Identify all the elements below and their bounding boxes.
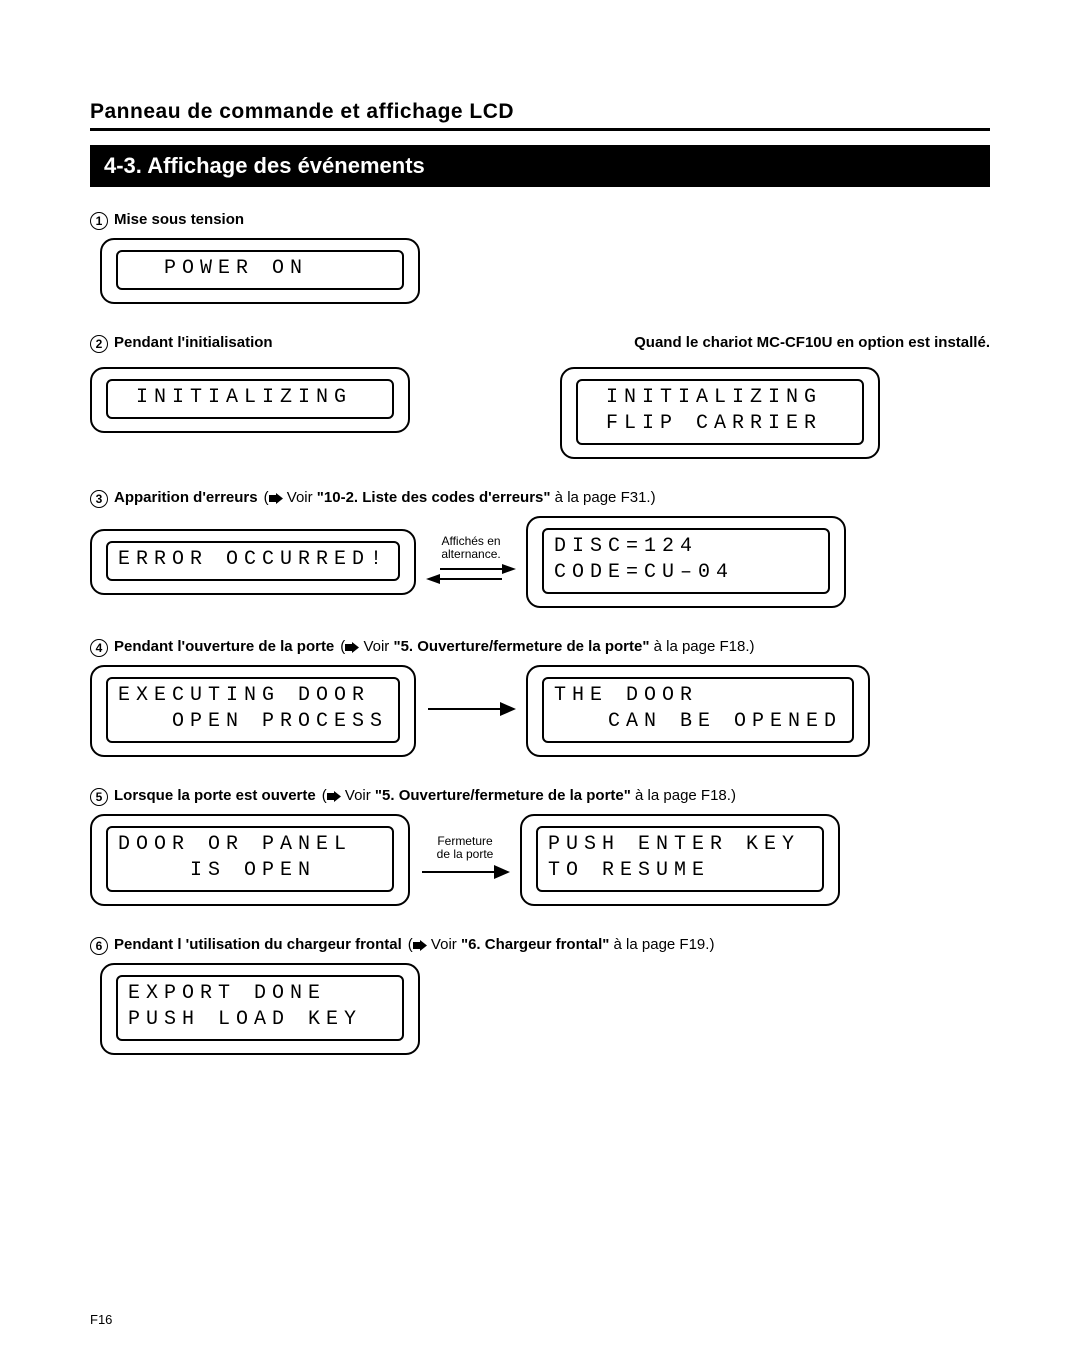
arrow-right-icon bbox=[420, 862, 510, 882]
arrow-right-icon bbox=[426, 699, 516, 719]
item-reference: ( Voir "5. Ouverture/fermeture de la por… bbox=[322, 787, 736, 804]
item-label: Pendant l'initialisation bbox=[114, 334, 273, 351]
event-item: 1 Mise sous tension POWER ON bbox=[90, 211, 990, 304]
event-item: 5 Lorsque la porte est ouverte ( Voir "5.… bbox=[90, 787, 990, 906]
lcd-text: INITIALIZING FLIP CARRIER bbox=[576, 379, 864, 445]
item-number: 3 bbox=[90, 490, 108, 508]
item-header: 3 Apparition d'erreurs ( Voir "10-2. List… bbox=[90, 489, 990, 508]
lcd-display: POWER ON bbox=[100, 238, 420, 304]
event-item: 2 Pendant l'initialisation Quand le chario… bbox=[90, 334, 990, 459]
lcd-display: INITIALIZING bbox=[90, 367, 410, 433]
lcd-display: EXECUTING DOOR OPEN PROCESS bbox=[90, 665, 416, 757]
item-label: Pendant l 'utilisation du chargeur front… bbox=[114, 936, 402, 953]
item-reference: ( Voir "10-2. Liste des codes d'erreurs"… bbox=[264, 489, 656, 506]
item-reference: ( Voir "5. Ouverture/fermeture de la por… bbox=[340, 638, 754, 655]
divider bbox=[90, 128, 990, 131]
lcd-text: INITIALIZING bbox=[106, 379, 394, 419]
arrow-caption: Fermeture de la porte bbox=[437, 835, 494, 861]
arrow-bidirectional-icon bbox=[426, 562, 516, 586]
event-item: 4 Pendant l'ouverture de la porte ( Voir … bbox=[90, 638, 990, 757]
lcd-display: ERROR OCCURRED! bbox=[90, 529, 416, 595]
arrow-connector: Fermeture de la porte bbox=[420, 835, 510, 885]
lcd-text: POWER ON bbox=[116, 250, 404, 290]
item-label: Lorsque la porte est ouverte bbox=[114, 787, 316, 804]
lcd-display: PUSH ENTER KEY TO RESUME bbox=[520, 814, 840, 906]
lcd-text: EXECUTING DOOR OPEN PROCESS bbox=[106, 677, 400, 743]
arrow-right-icon bbox=[269, 493, 283, 504]
item-header: 1 Mise sous tension bbox=[90, 211, 990, 230]
arrow-right-icon bbox=[327, 791, 341, 802]
lcd-text: PUSH ENTER KEY TO RESUME bbox=[536, 826, 824, 892]
lcd-display: DOOR OR PANEL IS OPEN bbox=[90, 814, 410, 906]
item-number: 1 bbox=[90, 212, 108, 230]
arrow-connector bbox=[426, 699, 516, 722]
item-header: 4 Pendant l'ouverture de la porte ( Voir … bbox=[90, 638, 990, 657]
item-header: 6 Pendant l 'utilisation du chargeur fron… bbox=[90, 936, 990, 955]
lcd-text: ERROR OCCURRED! bbox=[106, 541, 400, 581]
item-header: 5 Lorsque la porte est ouverte ( Voir "5.… bbox=[90, 787, 990, 806]
chapter-title: Panneau de commande et affichage LCD bbox=[90, 100, 990, 124]
event-item: 3 Apparition d'erreurs ( Voir "10-2. List… bbox=[90, 489, 990, 608]
lcd-display: THE DOOR CAN BE OPENED bbox=[526, 665, 870, 757]
lcd-display: INITIALIZING FLIP CARRIER bbox=[560, 367, 880, 459]
event-item: 6 Pendant l 'utilisation du chargeur fron… bbox=[90, 936, 990, 1055]
item-number: 6 bbox=[90, 937, 108, 955]
arrow-right-icon bbox=[413, 940, 427, 951]
section-title: 4-3. Affichage des événements bbox=[90, 145, 990, 187]
arrow-caption: Affichés en alternance. bbox=[441, 535, 500, 561]
item-label: Pendant l'ouverture de la porte bbox=[114, 638, 334, 655]
item-number: 2 bbox=[90, 335, 108, 353]
lcd-display: EXPORT DONE PUSH LOAD KEY bbox=[100, 963, 420, 1055]
lcd-text: DOOR OR PANEL IS OPEN bbox=[106, 826, 394, 892]
lcd-display: DISC=124 CODE=CU–04 bbox=[526, 516, 846, 608]
item-reference: ( Voir "6. Chargeur frontal" à la page F… bbox=[408, 936, 715, 953]
page-number: F16 bbox=[90, 1312, 112, 1327]
item-label: Apparition d'erreurs bbox=[114, 489, 258, 506]
item-number: 4 bbox=[90, 639, 108, 657]
item-label: Mise sous tension bbox=[114, 211, 244, 228]
item-number: 5 bbox=[90, 788, 108, 806]
arrow-connector: Affichés en alternance. bbox=[426, 535, 516, 589]
lcd-text: EXPORT DONE PUSH LOAD KEY bbox=[116, 975, 404, 1041]
lcd-text: THE DOOR CAN BE OPENED bbox=[542, 677, 854, 743]
lcd-text: DISC=124 CODE=CU–04 bbox=[542, 528, 830, 594]
right-note: Quand le chariot MC-CF10U en option est … bbox=[634, 334, 990, 351]
items-container: 1 Mise sous tension POWER ON 2 Pendant l'in… bbox=[90, 211, 990, 1055]
arrow-right-icon bbox=[345, 642, 359, 653]
